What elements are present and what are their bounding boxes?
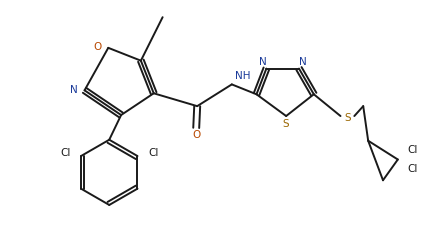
Text: Cl: Cl <box>408 145 418 155</box>
Text: Cl: Cl <box>148 148 158 158</box>
Text: N: N <box>259 57 266 67</box>
Text: N: N <box>70 85 78 95</box>
Text: O: O <box>93 42 101 52</box>
Text: S: S <box>283 119 290 129</box>
Text: Cl: Cl <box>408 164 418 174</box>
Text: S: S <box>344 113 351 123</box>
Text: NH: NH <box>235 72 250 81</box>
Text: O: O <box>192 130 200 140</box>
Text: Cl: Cl <box>60 148 70 158</box>
Text: N: N <box>299 57 307 67</box>
